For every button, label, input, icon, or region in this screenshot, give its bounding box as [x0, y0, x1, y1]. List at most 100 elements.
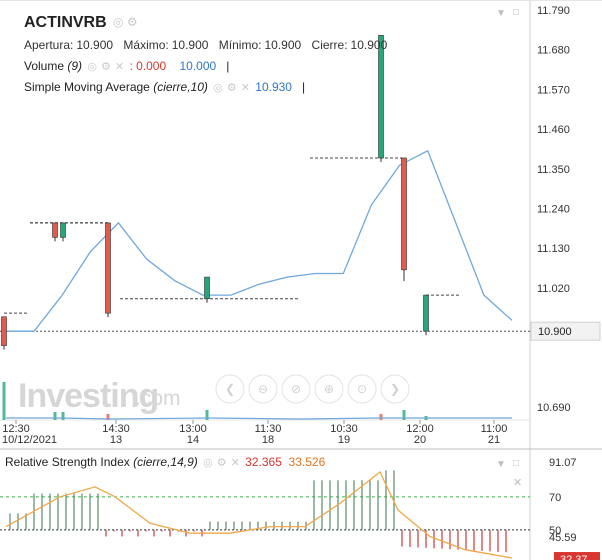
rsi-label: Relative Strength Index — [5, 455, 130, 469]
open-label: Apertura: — [24, 38, 74, 52]
chart-navigation: ❮ ⊖ ⊘ ⊕ ⊙ ❯ — [215, 374, 410, 404]
volume-indicator[interactable]: Volume (9) ◎ ⚙ ✕ : 0.000 10.000 | — [24, 59, 229, 73]
nav-right-icon: ❯ — [390, 382, 400, 396]
chart-header: ACTINVRB ◎ ⚙ Apertura: 10.900 Máximo: 10.9… — [0, 0, 530, 100]
close-icon[interactable]: ✕ — [114, 61, 125, 73]
volume-bar — [2, 382, 6, 420]
eye-icon[interactable]: ◎ — [203, 457, 213, 469]
candle-down[interactable] — [1, 316, 7, 346]
close-icon[interactable]: ✕ — [240, 82, 250, 94]
volume-bar — [53, 412, 57, 420]
candle-down[interactable] — [52, 222, 58, 238]
candle-down[interactable] — [401, 157, 407, 271]
volume-bar — [379, 414, 383, 420]
candle-down[interactable] — [105, 222, 111, 314]
rsi-last-label: 32.37 — [560, 554, 588, 560]
eye-icon[interactable]: ◎ — [213, 82, 223, 94]
rsi-maximize-icon[interactable]: □ — [513, 458, 520, 469]
sma-param: (cierre,10) — [153, 80, 208, 94]
close-value: 10.900 — [350, 38, 388, 52]
x-tick-date: 19 — [338, 434, 350, 446]
x-tick-date: 13 — [110, 434, 122, 446]
zoom-in-icon: ⊕ — [324, 382, 334, 396]
x-tick-time: 11:00 — [481, 423, 508, 435]
x-tick-date: 20 — [414, 434, 426, 446]
zoom-reset-button[interactable]: ⊘ — [281, 374, 311, 404]
gear-icon[interactable]: ⚙ — [226, 82, 237, 94]
zoom-out-button[interactable]: ⊖ — [248, 374, 278, 404]
x-tick-time: 12:30 — [2, 423, 30, 435]
y-tick-label: 11.130 — [537, 243, 570, 255]
volume-value-2: 10.000 — [179, 59, 217, 73]
zoom-in-button[interactable]: ⊕ — [314, 374, 344, 404]
rsi-value-1: 32.365 — [245, 455, 282, 469]
eye-icon[interactable]: ◎ — [113, 15, 124, 29]
candle-up[interactable] — [378, 34, 384, 159]
last-price-label: 10.900 — [538, 326, 572, 338]
x-tick-time: 13:00 — [179, 423, 207, 435]
y-tick-label: 11.020 — [537, 283, 570, 295]
rsi-indicator[interactable]: Relative Strength Index (cierre,14,9) ◎ ⚙… — [5, 455, 325, 469]
nav-left-icon: ❮ — [225, 382, 235, 396]
collapse-icon[interactable]: ▼ — [496, 8, 506, 19]
investing-logo: Investing .com — [18, 377, 181, 415]
rsi-collapse-icon[interactable]: ▼ — [496, 459, 506, 470]
volume-bar — [205, 410, 209, 420]
last-price-badge — [530, 321, 601, 341]
gear-icon[interactable]: ⚙ — [101, 61, 111, 73]
y-tick-label: 11.790 — [537, 5, 570, 17]
zoom-out-icon: ⊖ — [258, 382, 268, 396]
high-label: Máximo: — [123, 38, 169, 52]
x-tick-date: 21 — [488, 434, 500, 446]
low-label: Mínimo: — [218, 38, 262, 52]
maximize-icon[interactable]: □ — [513, 7, 520, 18]
volume-label: Volume — [24, 59, 65, 73]
ohlc-readout: Apertura: 10.900 Máximo: 10.900 Mínimo: 10.… — [24, 38, 394, 52]
close-label: Cierre: — [311, 38, 348, 52]
x-tick-time: 14:30 — [102, 423, 130, 435]
y-tick-label: 11.460 — [537, 124, 570, 136]
close-icon[interactable]: ✕ — [230, 457, 240, 469]
rsi-y-tick: 50 — [549, 525, 561, 537]
rsi-y-tick: 45.59 — [549, 532, 577, 544]
open-value: 10.900 — [76, 38, 114, 52]
x-tick-time: 11:30 — [255, 423, 282, 435]
nav-fit-button[interactable]: ⊙ — [347, 374, 377, 404]
rsi-param: (cierre,14,9) — [133, 455, 198, 469]
volume-value-1: : 0.000 — [129, 59, 167, 73]
sma-separator: | — [302, 80, 306, 94]
rsi-close-icon[interactable]: ✕ — [513, 477, 523, 489]
rsi-value-2: 33.526 — [288, 455, 326, 469]
rsi-signal-line — [5, 470, 513, 559]
nav-left-button[interactable]: ❮ — [215, 374, 245, 404]
gear-icon[interactable]: ⚙ — [216, 457, 227, 469]
volume-ma-line — [6, 417, 512, 420]
sma-indicator[interactable]: Simple Moving Average (cierre,10) ◎ ⚙ ✕ 10… — [24, 80, 305, 94]
candle-up[interactable] — [423, 294, 429, 332]
rsi-y-tick: 70 — [549, 492, 561, 504]
y-tick-label: 10.690 — [537, 402, 571, 414]
volume-param: (9) — [67, 59, 83, 73]
volume-separator: | — [226, 59, 230, 73]
rsi-y-tick: 91.07 — [549, 457, 577, 469]
zoom-reset-icon: ⊘ — [291, 382, 301, 396]
x-tick-time: 10:30 — [330, 423, 358, 435]
candle-up[interactable] — [204, 276, 210, 300]
nav-right-button[interactable]: ❯ — [380, 374, 410, 404]
symbol-title: ACTINVRB — [24, 14, 107, 31]
eye-icon[interactable]: ◎ — [87, 61, 97, 73]
watermark-brand: Investing — [18, 377, 158, 415]
rsi-last-badge — [554, 552, 600, 560]
sma-label: Simple Moving Average — [24, 80, 150, 94]
high-value: 10.900 — [171, 38, 209, 52]
gear-icon[interactable]: ⚙ — [126, 15, 138, 29]
watermark-suffix: .com — [135, 387, 181, 410]
x-tick-date: 18 — [262, 434, 274, 446]
candle-up[interactable] — [60, 222, 66, 238]
low-value: 10.900 — [264, 38, 302, 52]
volume-bar — [402, 410, 406, 420]
y-tick-label: 11.240 — [537, 204, 570, 216]
title-icons: ◎ ⚙ — [113, 15, 138, 29]
